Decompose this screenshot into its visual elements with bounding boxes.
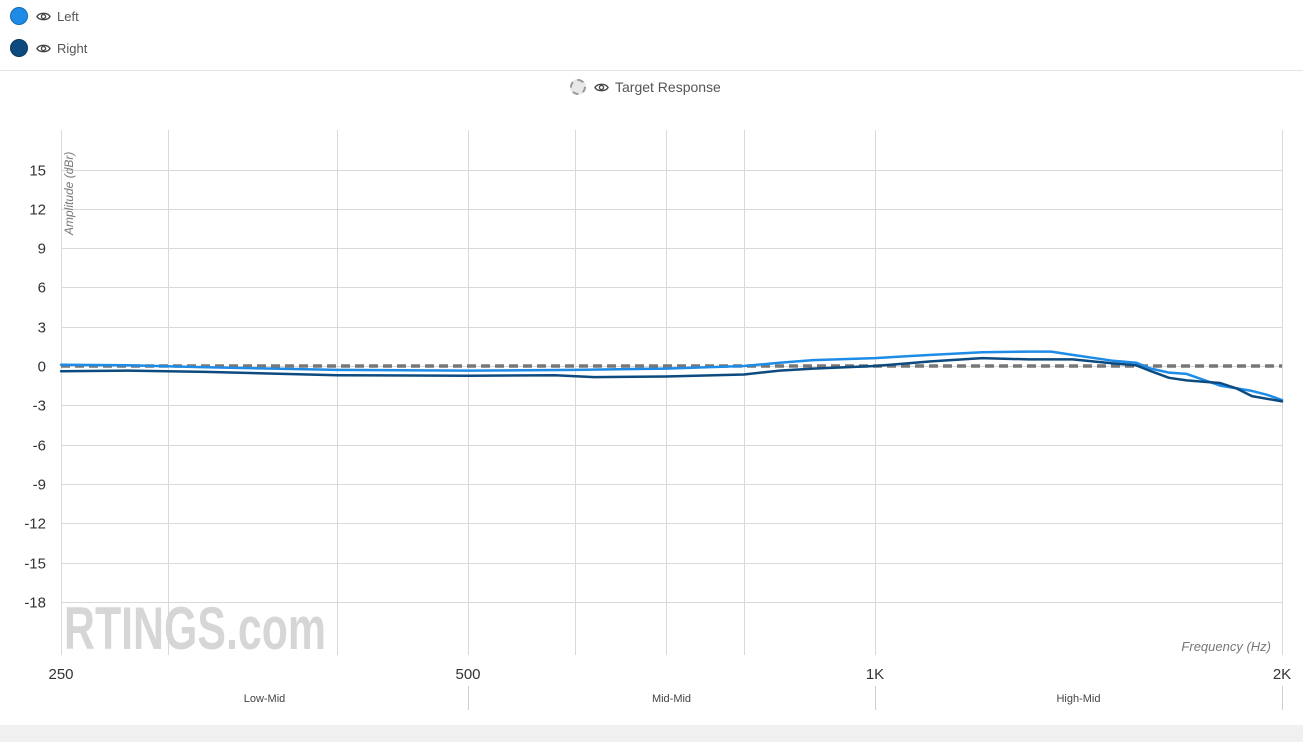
- y-tick-label: -18: [24, 595, 46, 612]
- bottom-scroll-area: [0, 725, 1303, 742]
- y-tick-label: 3: [38, 320, 46, 337]
- legend-label-left: Left: [57, 8, 79, 24]
- band-label: Low-Mid: [244, 693, 286, 705]
- x-axis-label: Frequency (Hz): [1181, 639, 1271, 654]
- frequency-bands: Low-Mid Mid-Mid High-Mid: [244, 686, 1283, 710]
- legend-item-target-response[interactable]: Target Response: [570, 77, 721, 97]
- eye-icon[interactable]: [36, 9, 51, 24]
- y-tick-label: -15: [24, 556, 46, 573]
- y-tick-label: 6: [38, 280, 46, 297]
- eye-icon[interactable]: [594, 80, 609, 95]
- y-tick-label: -9: [33, 477, 46, 494]
- x-tick-label: 2K: [1273, 666, 1291, 683]
- y-tick-label: -12: [24, 516, 46, 533]
- series-lines: [59, 350, 1284, 403]
- legend-divider: [0, 70, 1303, 71]
- series-line-left: [59, 350, 1284, 402]
- legend-item-right[interactable]: Right: [10, 38, 87, 58]
- rtings-watermark: RTINGS.com: [64, 595, 326, 662]
- y-gridlines: [61, 170, 1282, 603]
- y-tick-label: 0: [38, 359, 46, 376]
- y-tick-labels: 15 12 9 6 3 0 -3 -6 -9 -12 -15 -18: [24, 163, 46, 612]
- x-tick-labels: 250 500 1K 2K: [48, 666, 1291, 683]
- band-label: High-Mid: [1056, 693, 1100, 705]
- right-color-dot[interactable]: [10, 39, 28, 57]
- x-tick-label: 1K: [866, 666, 884, 683]
- y-tick-label: 12: [29, 202, 46, 219]
- y-tick-label: -3: [33, 398, 46, 415]
- legend-label-target-response: Target Response: [615, 79, 721, 95]
- legend-label-right: Right: [57, 40, 88, 56]
- x-gridlines: [61, 130, 1283, 655]
- y-tick-label: 15: [29, 163, 46, 180]
- x-tick-label: 500: [455, 666, 480, 683]
- y-tick-label: 9: [38, 241, 46, 258]
- eye-icon[interactable]: [36, 41, 51, 56]
- series-line-right: [59, 356, 1284, 403]
- band-label: Mid-Mid: [652, 693, 691, 705]
- y-axis-label: Amplitude (dBr): [62, 152, 76, 236]
- target-response-dot[interactable]: [570, 79, 586, 95]
- y-tick-label: -6: [33, 438, 46, 455]
- left-color-dot[interactable]: [10, 7, 28, 25]
- legend-item-left[interactable]: Left: [10, 6, 79, 26]
- x-tick-label: 250: [48, 666, 73, 683]
